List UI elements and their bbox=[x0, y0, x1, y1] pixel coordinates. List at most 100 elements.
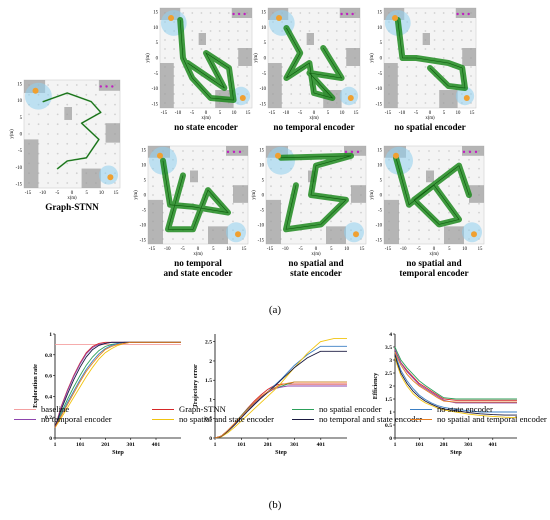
obstacle bbox=[439, 90, 458, 108]
y-tick-label: 15 bbox=[141, 149, 146, 154]
series-line bbox=[214, 338, 347, 439]
grid-dot bbox=[182, 102, 185, 104]
y-tick-label: -10 bbox=[260, 87, 267, 92]
series-line bbox=[394, 354, 517, 416]
y-tick-label: 10 bbox=[141, 164, 146, 169]
grid-dot bbox=[56, 172, 59, 175]
x-tick-label: -15 bbox=[149, 247, 156, 252]
map-caption: no state encoder bbox=[174, 122, 238, 132]
grid-dot bbox=[317, 12, 320, 14]
grid-dot bbox=[66, 84, 69, 86]
grid-dot bbox=[418, 185, 420, 188]
grid-dot bbox=[320, 150, 322, 152]
series-line bbox=[394, 352, 517, 413]
grid-dot bbox=[47, 172, 50, 175]
legend-swatch bbox=[14, 408, 36, 410]
grid-dot bbox=[281, 39, 284, 41]
legend-label: no state encoder bbox=[437, 404, 493, 414]
grid-dot bbox=[408, 211, 410, 214]
grid-dot bbox=[152, 194, 154, 196]
series-line bbox=[394, 357, 518, 419]
grid-dot bbox=[340, 167, 342, 170]
grid-dot bbox=[317, 66, 320, 68]
grid-dot bbox=[478, 167, 480, 170]
grid-dot bbox=[310, 167, 312, 170]
grid-dot bbox=[310, 229, 312, 232]
grid-dot bbox=[406, 66, 409, 68]
grid-dot bbox=[406, 75, 409, 77]
grid-dot bbox=[340, 220, 342, 223]
grid-dot bbox=[310, 238, 312, 240]
grid-dot bbox=[424, 48, 427, 50]
grid-dot bbox=[478, 158, 480, 161]
legend-item: baseline bbox=[14, 404, 69, 414]
grid-dot bbox=[162, 194, 164, 196]
grid-dot bbox=[326, 30, 329, 32]
y-tick-label: -10 bbox=[152, 87, 159, 92]
target-dot bbox=[238, 150, 242, 154]
target-dot bbox=[356, 150, 360, 154]
obstacle bbox=[306, 33, 314, 45]
grid-dot bbox=[212, 185, 214, 188]
grid-dot bbox=[438, 150, 440, 152]
x-tick-label: 5 bbox=[327, 111, 330, 116]
x-tick-label: 301 bbox=[127, 442, 136, 448]
y-axis-label: Trajectory error bbox=[192, 364, 199, 408]
grid-dot bbox=[470, 84, 472, 86]
y-tick-label: -15 bbox=[376, 239, 383, 244]
grid-dot bbox=[438, 229, 440, 232]
x-tick-label: -5 bbox=[299, 247, 304, 252]
x-tick-label: 10 bbox=[462, 247, 467, 252]
x-tick-label: 5 bbox=[219, 111, 222, 116]
grid-dot bbox=[290, 57, 293, 59]
grid-dot bbox=[415, 102, 418, 104]
grid-dot bbox=[340, 150, 342, 152]
grid-dot bbox=[232, 167, 234, 170]
y-tick-label: -5 bbox=[378, 209, 383, 214]
grid-dot bbox=[438, 202, 440, 205]
grid-dot bbox=[451, 75, 454, 77]
grid-dot bbox=[406, 48, 409, 50]
x-tick-label: 101 bbox=[415, 442, 424, 448]
x-tick-label: 201 bbox=[440, 442, 449, 448]
x-tick-label: -15 bbox=[269, 111, 276, 116]
obstacle bbox=[384, 199, 399, 244]
x-tick-label: 301 bbox=[464, 442, 473, 448]
y-tick-label: 0.4 bbox=[45, 394, 52, 400]
grid-dot bbox=[317, 21, 320, 23]
grid-dot bbox=[212, 202, 214, 205]
obstacle bbox=[462, 48, 476, 66]
grid-dot bbox=[458, 150, 460, 152]
obstacle bbox=[226, 146, 248, 156]
grid-dot bbox=[173, 57, 176, 59]
y-tick-label: -15 bbox=[152, 103, 159, 108]
grid-dot bbox=[468, 158, 470, 161]
grid-dot bbox=[218, 39, 221, 41]
grid-dot bbox=[308, 48, 311, 50]
obstacle bbox=[426, 170, 434, 183]
grid-dot bbox=[172, 185, 174, 188]
y-tick-label: 0 bbox=[380, 194, 383, 199]
grid-dot bbox=[330, 176, 332, 179]
y-tick-label: 0.5 bbox=[385, 423, 392, 429]
grid-dot bbox=[47, 84, 50, 86]
grid-dot bbox=[442, 21, 445, 23]
grid-dot bbox=[85, 162, 88, 165]
obstacle bbox=[384, 63, 398, 108]
grid-dot bbox=[478, 202, 480, 205]
grid-dot bbox=[428, 167, 430, 170]
y-tick-label: 1 bbox=[49, 332, 52, 338]
map-caption: no spatial and bbox=[288, 258, 343, 268]
grid-dot bbox=[451, 39, 454, 41]
grid-dot bbox=[468, 211, 470, 214]
map-caption: no temporal encoder bbox=[273, 122, 354, 132]
grid-dot bbox=[415, 21, 418, 23]
target-dot bbox=[111, 85, 114, 88]
grid-dot bbox=[191, 48, 194, 50]
grid-dot bbox=[433, 12, 436, 14]
grid-dot bbox=[344, 75, 347, 77]
y-tick-label: 0 bbox=[144, 194, 147, 199]
grid-dot bbox=[308, 21, 311, 23]
grid-dot bbox=[398, 185, 400, 188]
grid-dot bbox=[478, 211, 480, 214]
